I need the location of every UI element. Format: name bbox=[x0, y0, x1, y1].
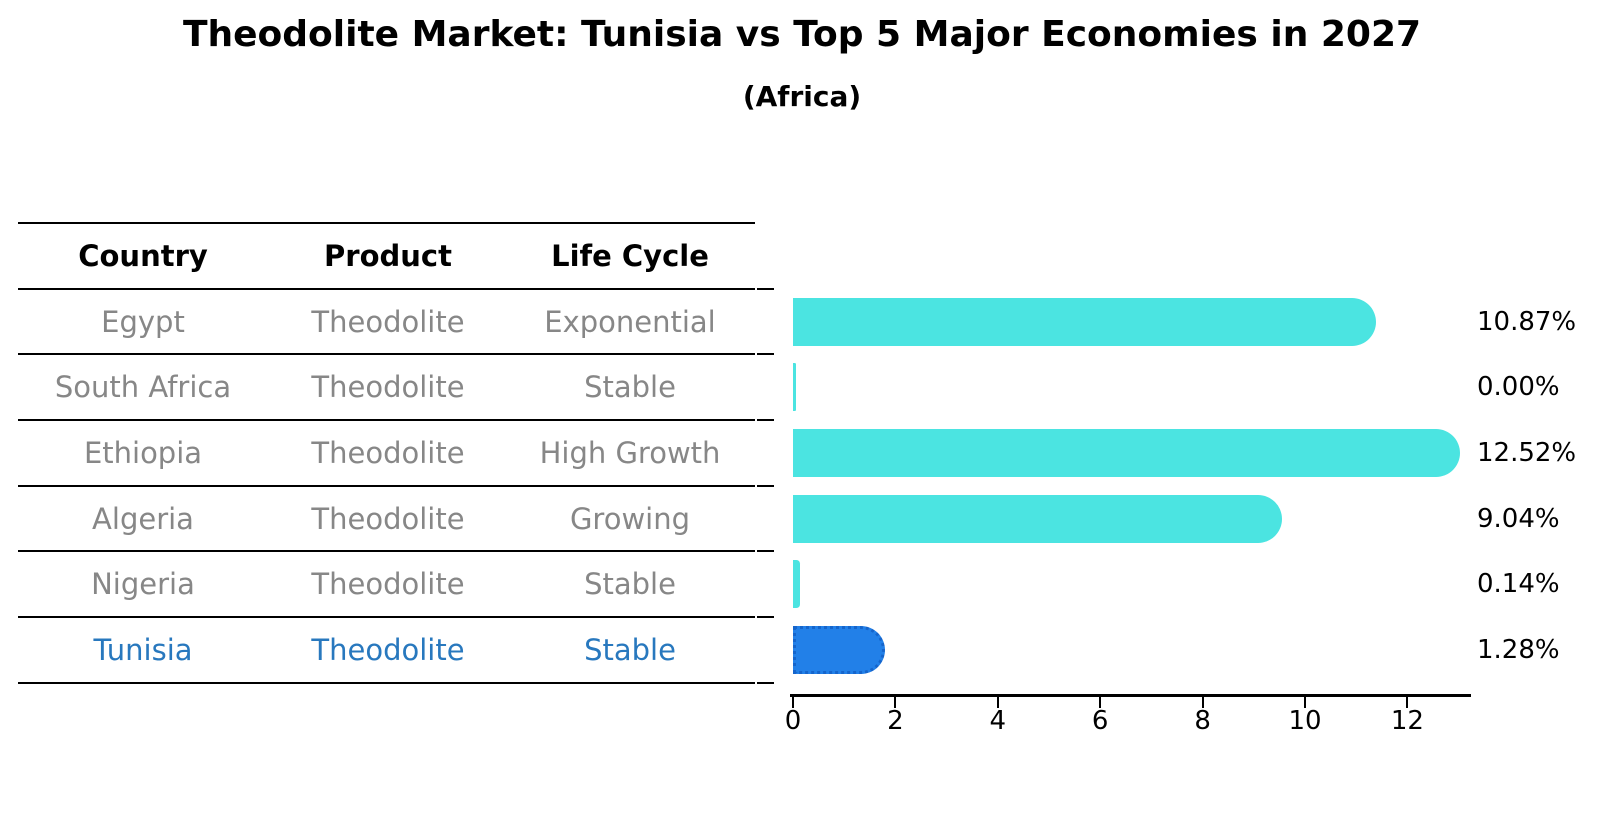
x-tick-label: 6 bbox=[1091, 706, 1109, 736]
bar-tunisia bbox=[793, 626, 885, 674]
table-header-life-cycle: Life Cycle bbox=[551, 239, 709, 273]
table-cell-country-nigeria: Nigeria bbox=[91, 567, 195, 601]
table-cell-country-tunisia: Tunisia bbox=[93, 633, 193, 667]
table-cell-country-egypt: Egypt bbox=[101, 304, 185, 339]
value-label-tunisia: 1.28% bbox=[1477, 635, 1560, 665]
chart-title: Theodolite Market: Tunisia vs Top 5 Majo… bbox=[182, 14, 1422, 55]
bar-nigeria bbox=[793, 560, 801, 608]
x-tick bbox=[894, 696, 897, 708]
y-tick bbox=[757, 353, 774, 355]
table-cell-country-algeria: Algeria bbox=[92, 501, 194, 536]
y-tick bbox=[757, 616, 774, 618]
y-tick bbox=[757, 550, 774, 552]
x-tick-label: 0 bbox=[784, 706, 802, 736]
table-rule bbox=[18, 222, 755, 224]
table-cell-product-nigeria: Theodolite bbox=[311, 567, 465, 601]
table-cell-product-tunisia: Theodolite bbox=[311, 633, 465, 667]
x-tick-label: 2 bbox=[887, 706, 904, 736]
y-tick bbox=[757, 419, 774, 421]
bar-egypt bbox=[793, 297, 1376, 346]
chart-subtitle: (Africa) bbox=[742, 80, 862, 113]
y-tick bbox=[757, 288, 774, 290]
value-label-south-africa: 0.00% bbox=[1477, 372, 1560, 402]
table-cell-country-south-africa: South Africa bbox=[54, 370, 232, 404]
table-cell-life_cycle-egypt: Exponential bbox=[544, 304, 716, 339]
bar-algeria bbox=[793, 494, 1282, 543]
y-tick bbox=[757, 485, 774, 487]
x-tick-label: 12 bbox=[1390, 706, 1424, 736]
table-rule bbox=[18, 682, 755, 684]
x-tick-label: 4 bbox=[989, 706, 1007, 736]
table-cell-product-algeria: Theodolite bbox=[311, 501, 465, 536]
table-header-product: Product bbox=[324, 239, 452, 273]
x-tick bbox=[1304, 696, 1306, 708]
bar-south-africa bbox=[793, 363, 796, 411]
table-cell-country-ethiopia: Ethiopia bbox=[83, 436, 203, 470]
x-tick-label: 8 bbox=[1194, 706, 1211, 736]
table-rule bbox=[18, 419, 755, 421]
table-cell-life_cycle-algeria: Growing bbox=[569, 501, 691, 536]
table-rule bbox=[18, 616, 755, 618]
x-tick bbox=[1201, 696, 1204, 708]
bar-ethiopia bbox=[793, 429, 1461, 477]
value-label-ethiopia: 12.52% bbox=[1477, 438, 1577, 468]
table-cell-product-ethiopia: Theodolite bbox=[311, 436, 465, 470]
table-cell-life_cycle-ethiopia: High Growth bbox=[539, 436, 721, 470]
y-tick bbox=[757, 682, 774, 684]
x-tick bbox=[792, 696, 794, 708]
table-rule bbox=[18, 485, 755, 487]
value-label-algeria: 9.04% bbox=[1477, 503, 1560, 534]
table-cell-life_cycle-nigeria: Stable bbox=[584, 567, 676, 601]
table-cell-life_cycle-south-africa: Stable bbox=[584, 370, 676, 404]
x-tick bbox=[996, 696, 999, 708]
value-label-nigeria: 0.14% bbox=[1477, 569, 1560, 599]
table-cell-life_cycle-tunisia: Stable bbox=[584, 633, 676, 667]
table-rule bbox=[18, 288, 755, 290]
table-rule bbox=[18, 353, 755, 355]
table-cell-product-south-africa: Theodolite bbox=[311, 370, 465, 404]
table-rule bbox=[18, 550, 755, 552]
x-tick-label: 10 bbox=[1288, 706, 1322, 736]
x-tick bbox=[1099, 696, 1102, 708]
x-axis-line bbox=[790, 694, 1471, 697]
table-header-country: Country bbox=[78, 239, 208, 273]
table-cell-product-egypt: Theodolite bbox=[311, 304, 465, 339]
x-tick bbox=[1406, 696, 1409, 708]
value-label-egypt: 10.87% bbox=[1477, 306, 1577, 337]
